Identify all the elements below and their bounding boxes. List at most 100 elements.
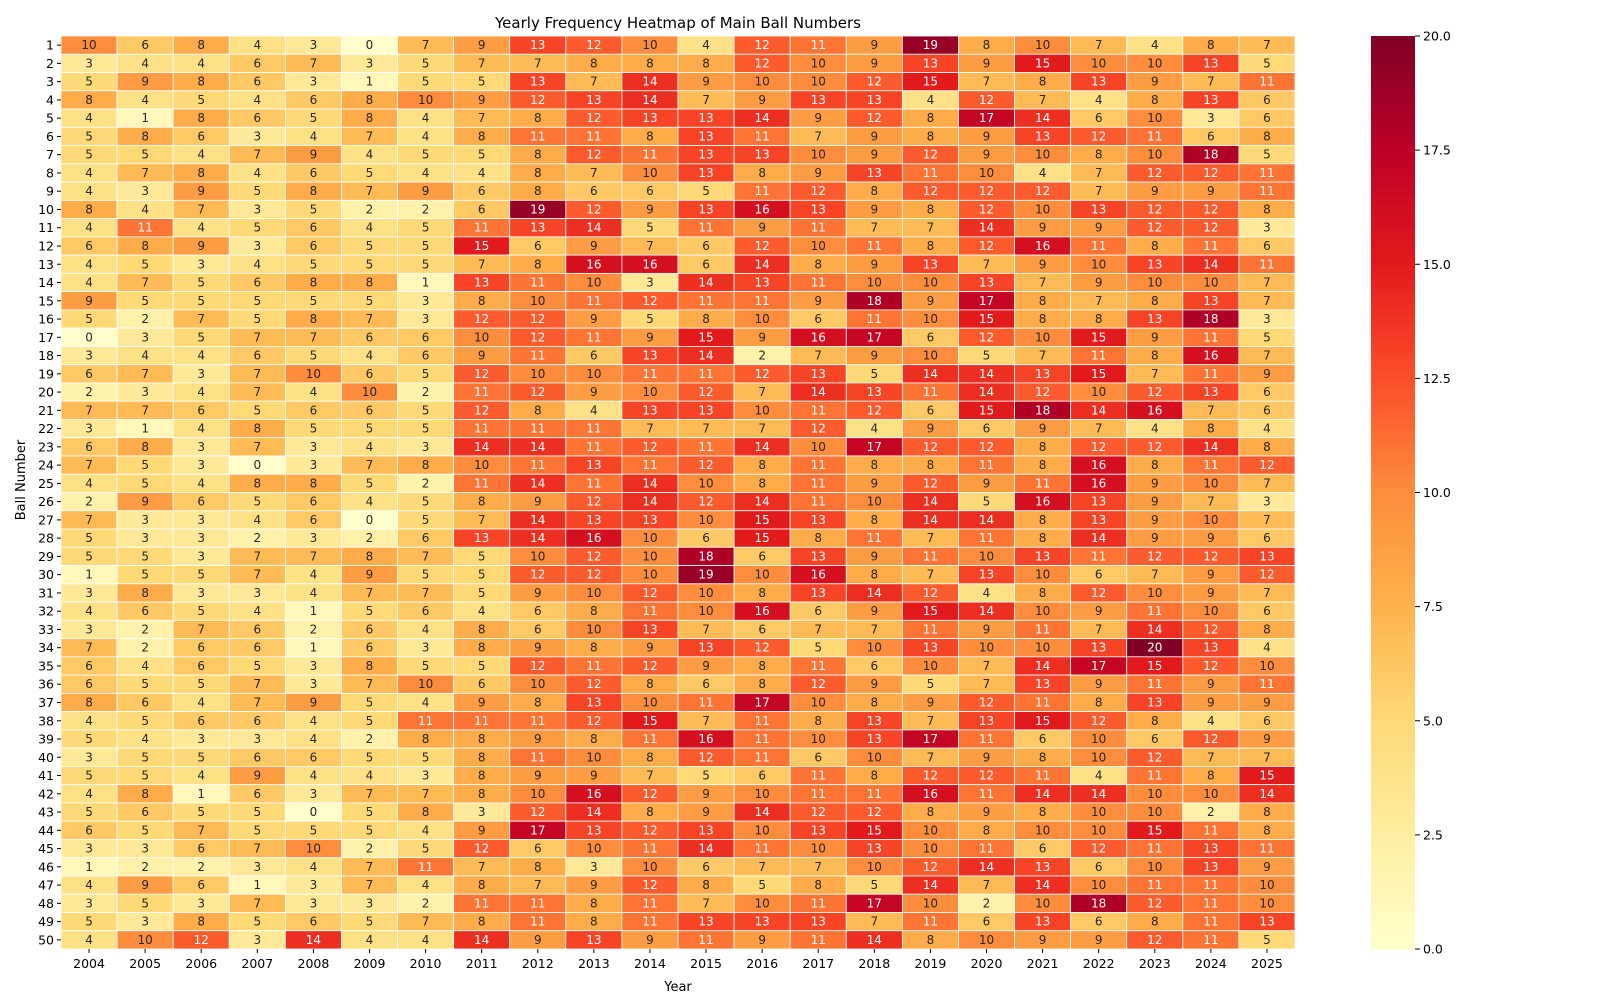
cell-value-label: 7: [253, 842, 261, 856]
cell-value-label: 4: [310, 732, 318, 746]
cell-value-label: 10: [923, 312, 938, 326]
cell-value-label: 5: [366, 695, 374, 709]
cell-value-label: 5: [253, 915, 261, 929]
cell-value-label: 8: [1263, 823, 1271, 837]
cell-value-label: 7: [1095, 422, 1103, 436]
cell-value-label: 8: [1151, 458, 1159, 472]
cell-value-label: 12: [1147, 166, 1162, 180]
cell-value-label: 9: [197, 239, 205, 253]
cell-value-label: 9: [758, 933, 766, 947]
cell-value-label: 14: [530, 476, 545, 490]
cell-value-label: 3: [253, 860, 261, 874]
cell-value-label: 12: [923, 440, 938, 454]
colorbar-segment: [1371, 424, 1415, 430]
cell-value-label: 12: [642, 787, 657, 801]
cell-value-label: 13: [1035, 677, 1050, 691]
cell-value-label: 13: [1203, 385, 1218, 399]
cell-value-label: 14: [698, 349, 713, 363]
cell-value-label: 4: [1207, 714, 1215, 728]
cell-value-label: 5: [310, 823, 318, 837]
cell-value-label: 8: [758, 586, 766, 600]
colorbar-segment: [1371, 487, 1415, 494]
cell-value-label: 3: [310, 659, 318, 673]
cell-value-label: 13: [698, 403, 713, 417]
cell-value-label: 13: [642, 403, 657, 417]
colorbar-segment: [1371, 474, 1415, 480]
cell-value-label: 9: [1263, 695, 1271, 709]
x-tick-label: 2004: [73, 956, 105, 971]
cell-value-label: 8: [590, 641, 598, 655]
colorbar-segment: [1371, 227, 1415, 233]
cell-value-label: 8: [814, 714, 822, 728]
y-tick-label: 3: [46, 74, 54, 89]
cell-value-label: 8: [366, 659, 374, 673]
cell-value-label: 7: [1263, 349, 1271, 363]
cell-value-label: 15: [474, 239, 489, 253]
cell-value-label: 13: [642, 513, 657, 527]
cell-value-label: 11: [530, 129, 545, 143]
cell-value-label: 5: [478, 659, 486, 673]
cell-value-label: 6: [814, 312, 822, 326]
cell-value-label: 6: [253, 787, 261, 801]
colorbar-segment: [1371, 136, 1415, 142]
cell-value-label: 5: [310, 349, 318, 363]
cell-value-label: 10: [1035, 823, 1050, 837]
cell-value-label: 4: [197, 769, 205, 783]
cell-value-label: 9: [534, 933, 542, 947]
cell-value-label: 14: [1035, 659, 1050, 673]
cell-value-label: 10: [923, 896, 938, 910]
cell-value-label: 12: [530, 659, 545, 673]
cell-value-label: 4: [85, 166, 93, 180]
cell-value-label: 8: [1263, 202, 1271, 216]
cell-value-label: 14: [530, 531, 545, 545]
cell-value-label: 5: [366, 422, 374, 436]
y-tick-label: 30: [38, 567, 54, 582]
cell-value-label: 15: [1259, 769, 1274, 783]
cell-value-label: 8: [197, 38, 205, 52]
cell-value-label: 10: [1035, 148, 1050, 162]
colorbar-segment: [1371, 387, 1415, 393]
cell-value-label: 6: [310, 750, 318, 764]
colorbar-segment: [1371, 282, 1415, 288]
colorbar-segment: [1371, 684, 1415, 690]
cell-value-label: 7: [702, 622, 710, 636]
cell-value-label: 17: [979, 294, 994, 308]
cell-value-label: 10: [923, 349, 938, 363]
colorbar-segment: [1371, 729, 1415, 736]
cell-value-label: 11: [586, 440, 601, 454]
colorbar-segment: [1371, 154, 1415, 160]
cell-value-label: 6: [590, 184, 598, 198]
cell-value-label: 12: [642, 586, 657, 600]
cell-value-label: 14: [1147, 622, 1162, 636]
cell-value-label: 4: [366, 440, 374, 454]
colorbar-segment: [1371, 410, 1415, 416]
cell-value-label: 4: [422, 166, 430, 180]
cell-value-label: 14: [754, 805, 769, 819]
colorbar-segment: [1371, 291, 1415, 297]
cell-value-label: 11: [1147, 129, 1162, 143]
cell-value-label: 17: [923, 732, 938, 746]
cell-value-label: 13: [642, 349, 657, 363]
cell-value-label: 9: [927, 695, 935, 709]
cell-value-label: 11: [1259, 166, 1274, 180]
cell-value-label: 19: [698, 568, 713, 582]
cell-value-label: 7: [85, 513, 93, 527]
cell-value-label: 4: [1151, 422, 1159, 436]
cell-value-label: 10: [867, 641, 882, 655]
cell-value-label: 3: [310, 878, 318, 892]
colorbar-segment: [1371, 670, 1415, 676]
cell-value-label: 9: [534, 641, 542, 655]
cell-value-label: 10: [811, 842, 826, 856]
cell-value-label: 12: [530, 93, 545, 107]
cell-value-label: 9: [1207, 586, 1215, 600]
cell-value-label: 13: [1203, 842, 1218, 856]
colorbar-segment: [1371, 118, 1415, 124]
x-tick-label: 2011: [466, 956, 498, 971]
cell-value-label: 14: [1091, 403, 1106, 417]
cell-value-label: 9: [1095, 276, 1103, 290]
cell-value-label: 3: [197, 257, 205, 271]
cell-value-label: 3: [253, 129, 261, 143]
cell-value-label: 5: [927, 677, 935, 691]
cell-value-label: 8: [1039, 294, 1047, 308]
cell-value-label: 10: [867, 750, 882, 764]
